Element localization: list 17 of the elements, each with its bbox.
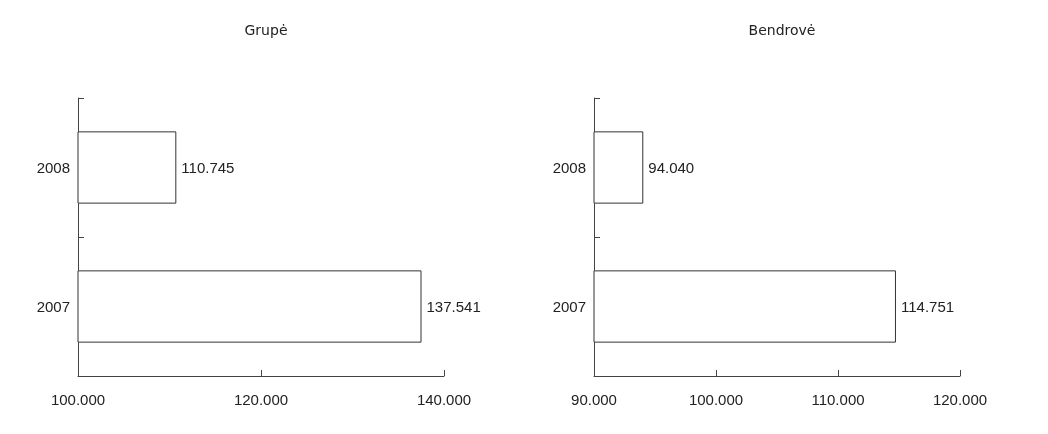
chart-title: Bendrovė — [748, 22, 816, 38]
data-label: 137.541 — [426, 298, 481, 315]
y-tick-label: 2007 — [552, 298, 586, 315]
x-tick-label: 120.000 — [233, 391, 289, 408]
x-tick-label: 110.000 — [811, 391, 865, 408]
x-tick-label: 90.000 — [571, 391, 617, 408]
y-tick-label: 2008 — [552, 159, 586, 176]
y-tick-label: 2008 — [36, 159, 70, 176]
y-tick-label: 2007 — [36, 298, 70, 315]
chart-title: Grupė — [244, 22, 288, 38]
x-tick-label: 100.000 — [688, 391, 744, 408]
data-label: 94.040 — [648, 159, 695, 176]
data-label: 114.751 — [900, 298, 955, 315]
x-tick-label: 120.000 — [932, 391, 988, 408]
x-tick-label: 100.000 — [50, 391, 106, 408]
x-tick-label: 140.000 — [416, 391, 472, 408]
data-label: 110.745 — [181, 159, 235, 176]
